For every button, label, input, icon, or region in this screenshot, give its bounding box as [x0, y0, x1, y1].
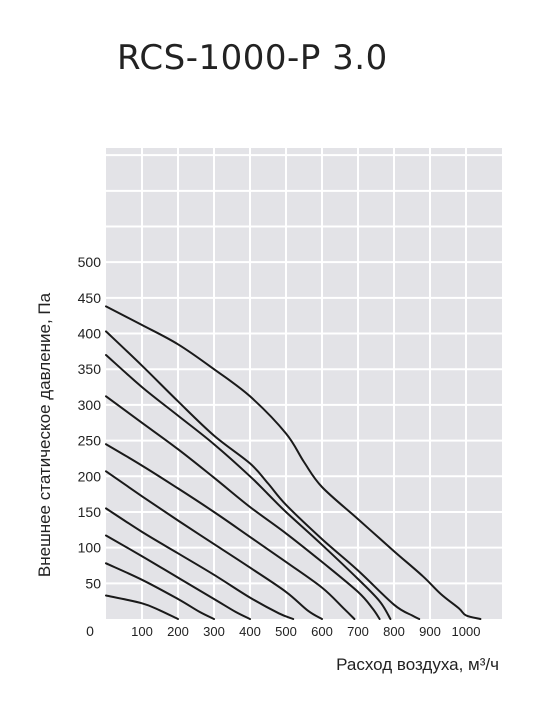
y-tick-label: 150: [78, 504, 102, 520]
performance-curve-3: [105, 534, 251, 620]
x-axis-label: Расход воздуха, м³/ч: [336, 655, 499, 674]
curves: [105, 305, 482, 620]
x-tick-label: 700: [347, 624, 369, 639]
x-tick-label: 1000: [452, 624, 481, 639]
y-tick-labels: 50 100 150 200 250 300 350 400 450 500: [78, 254, 102, 591]
x-tick-label: 800: [383, 624, 405, 639]
x-tick-label: 100: [131, 624, 153, 639]
y-tick-label: 200: [78, 468, 102, 484]
y-tick-label: 250: [78, 433, 102, 449]
performance-curve-4: [105, 507, 295, 620]
x-tick-label: 200: [167, 624, 189, 639]
y-tick-label: 400: [78, 326, 102, 342]
y-tick-label: 350: [78, 361, 102, 377]
performance-curve-6: [105, 443, 356, 620]
y-tick-label: 300: [78, 397, 102, 413]
x-tick-label: 300: [203, 624, 225, 639]
y-tick-label: 450: [78, 290, 102, 306]
performance-curve-8: [105, 354, 392, 620]
performance-curve-1: [105, 594, 179, 620]
x-tick-label: 900: [419, 624, 441, 639]
x-tick-labels: 100 200 300 400 500 600 700 800 900 1000: [131, 624, 480, 639]
origin-label: 0: [86, 623, 94, 639]
y-tick-label: 500: [78, 254, 102, 270]
y-axis-label: Внешнее статическое давление, Па: [35, 292, 54, 577]
performance-curve-2: [105, 562, 215, 620]
performance-curve-10: [105, 305, 482, 620]
x-tick-label: 400: [239, 624, 261, 639]
y-tick-label: 50: [85, 575, 101, 591]
performance-curve-7: [105, 395, 381, 620]
chart-title: RCS-1000-P 3.0: [117, 38, 388, 78]
x-tick-label: 500: [275, 624, 297, 639]
performance-curve-5: [105, 470, 323, 620]
x-tick-label: 600: [311, 624, 333, 639]
y-tick-label: 100: [78, 540, 102, 556]
performance-curve-9: [105, 330, 421, 620]
